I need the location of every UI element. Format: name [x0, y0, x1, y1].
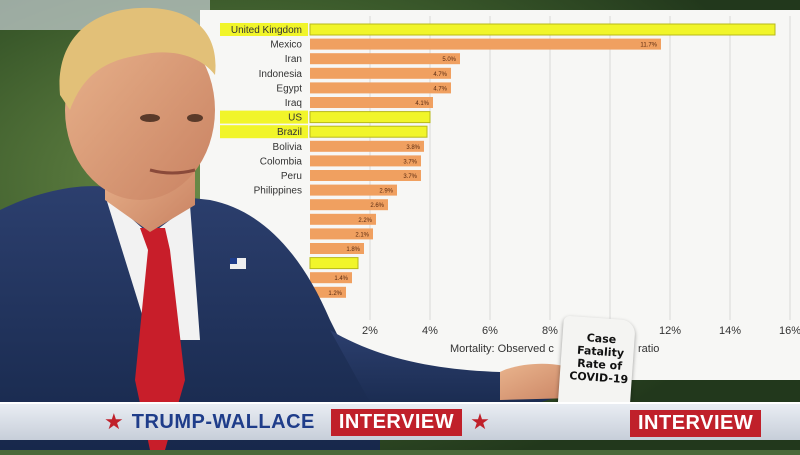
lower-third-banner: ★ TRUMP-WALLACE INTERVIEW ★ INTERVIEW: [0, 402, 800, 440]
category-highlight: [220, 110, 308, 124]
x-tick-label: 2%: [362, 325, 378, 337]
x-tick-label: 8%: [542, 325, 558, 337]
value-label: 2.1%: [355, 232, 369, 238]
value-label: 4.7%: [433, 86, 447, 92]
chart-bars: [220, 23, 776, 298]
x-tick-label: 14%: [719, 325, 741, 337]
value-label: 2.9%: [379, 189, 393, 195]
category-label: Iran: [285, 54, 302, 65]
chart-category-labels: United Kingdom Mexico Iran Indonesia Egypt Ir…: [231, 25, 303, 197]
interview-tag: INTERVIEW: [330, 408, 463, 436]
value-label: 1.8%: [346, 247, 360, 253]
bar: [310, 38, 661, 50]
x-tick-label: 16%: [779, 325, 800, 337]
category-label: Bolivia: [273, 142, 303, 153]
bar: [310, 97, 433, 108]
bar: [309, 257, 359, 270]
chart-grid: [369, 16, 791, 320]
chart-x-axis-label: Mortality: Observed c: [450, 343, 554, 355]
value-label: 2.2%: [358, 218, 372, 224]
bar: [310, 243, 364, 254]
category-label: Colombia: [260, 156, 303, 167]
value-label: 11.7%: [640, 43, 657, 49]
category-label: Egypt: [276, 83, 302, 94]
bar: [310, 286, 346, 298]
category-label: Mexico: [270, 40, 302, 51]
value-label: 1.4%: [334, 276, 348, 282]
bar: [310, 53, 460, 65]
category-label: Peru: [281, 171, 302, 182]
category-label: United Kingdom: [231, 25, 302, 36]
bar: [310, 199, 388, 211]
bar: [310, 184, 397, 196]
x-tick-label: 4%: [422, 325, 438, 337]
value-label: 3.7%: [403, 159, 417, 165]
note-text: Case Fatality Rate of COVID-19: [567, 330, 632, 386]
value-label: 3.7%: [403, 174, 417, 180]
red-tie: [135, 228, 185, 450]
bar: [309, 23, 776, 36]
x-tick-label: 6%: [482, 325, 498, 337]
category-label: Philippines: [254, 186, 302, 197]
bar: [310, 272, 352, 284]
chart-tick-labels: 2% 4% 6% 8% 12% 14% 16%: [362, 325, 800, 337]
bar: [309, 125, 428, 138]
value-label: 5.0%: [442, 57, 456, 63]
chart-value-labels: 11.7% 5.0% 4.7% 4.7% 4.1% 3.8% 3.7% 3.7% 2.9% 2.6…: [328, 43, 657, 297]
value-label: 3.8%: [406, 145, 420, 151]
banner-secondary: INTERVIEW: [630, 410, 762, 437]
hair: [59, 7, 216, 110]
value-label: 4.1%: [415, 101, 429, 107]
bar: [310, 140, 424, 152]
flag-pin-icon: [230, 258, 246, 269]
category-highlight: [220, 23, 308, 36]
x-tick-label: 12%: [659, 325, 681, 337]
banner-main: ★ TRUMP-WALLACE INTERVIEW ★: [96, 408, 498, 436]
bar: [310, 213, 376, 225]
value-label: 2.6%: [370, 203, 384, 209]
chart-x-axis-label-end: ratio: [638, 343, 659, 355]
bar: [310, 67, 451, 79]
value-label: 4.7%: [433, 72, 447, 78]
bar: [309, 111, 431, 124]
bar: [310, 155, 421, 167]
interview-tag-right: INTERVIEW: [630, 410, 762, 437]
star-icon: ★: [470, 409, 490, 434]
banner-title: TRUMP-WALLACE: [131, 410, 315, 433]
category-label: Iraq: [285, 98, 302, 109]
category-highlight: [220, 125, 308, 139]
category-label: US: [288, 113, 302, 124]
category-label: Brazil: [277, 127, 302, 138]
bar: [310, 82, 451, 94]
bar: [310, 228, 373, 240]
value-label: 1.2%: [328, 291, 342, 297]
category-label: Indonesia: [259, 69, 303, 80]
star-icon: ★: [104, 409, 124, 434]
bar: [310, 170, 421, 181]
